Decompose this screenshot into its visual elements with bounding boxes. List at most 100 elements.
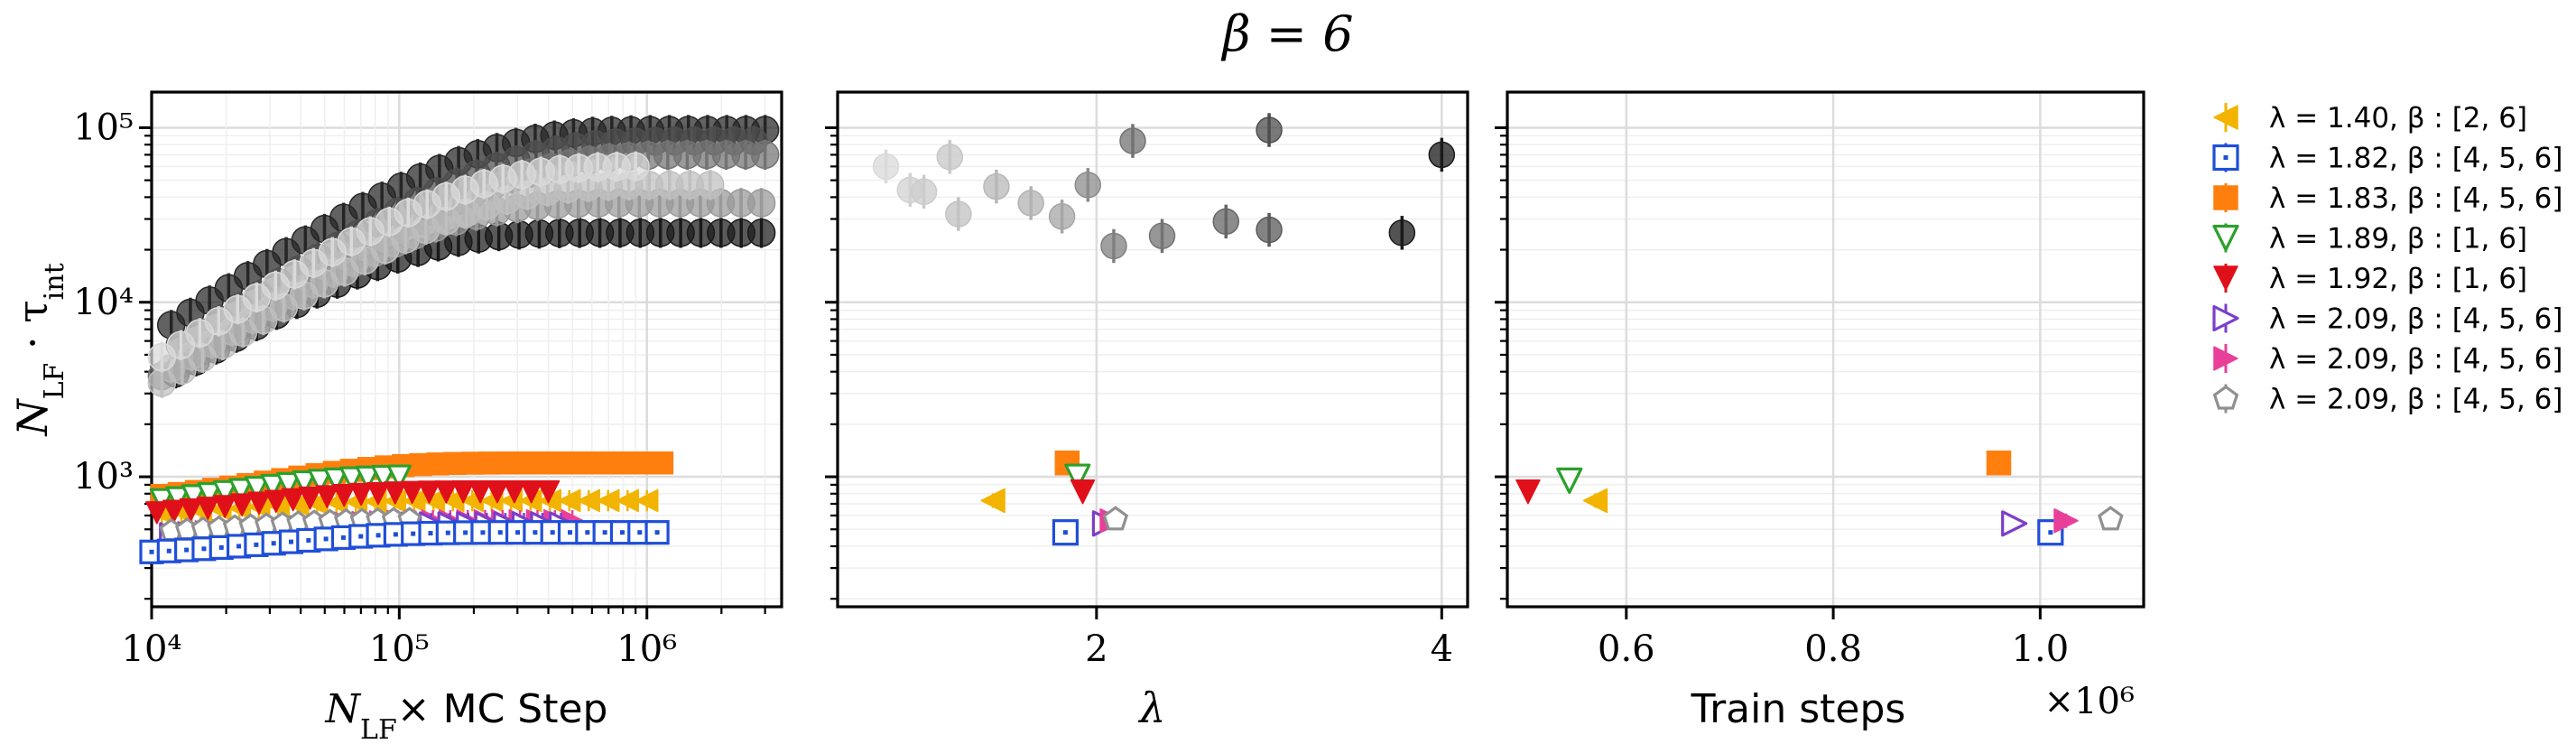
series-point [371,464,396,490]
series-point-center [323,536,329,542]
series-point-center [184,547,190,553]
series-point-center [166,548,171,553]
y-label-sub: LF [39,363,70,400]
legend-marker [2212,385,2239,410]
series-point-center [428,531,433,536]
legend-item: λ = 1.40, β : [2, 6] [2213,102,2527,135]
left-x-tick-label: 10⁵ [369,628,430,670]
legend: λ = 1.40, β : [2, 6] λ = 1.82, β : [4, 5,… [2212,102,2562,416]
y-label-main: N [8,398,57,437]
series-point [486,479,509,504]
series-point [292,470,317,496]
gray-point [1212,208,1240,236]
legend-marker [2213,265,2238,291]
y-label-mid: · τ [8,300,57,362]
middle-x-axis-label: λ [1137,684,1165,732]
series-point [650,451,674,475]
figure-title: β = 6 [1220,5,1353,62]
legend-item: λ = 2.09, β : [4, 5, 6] [2212,384,2562,416]
right-x-offset-label: ×10⁶ [2044,681,2135,722]
series-point [400,480,424,505]
gray-point [746,189,776,218]
gray-point [910,178,938,206]
series-point-center [637,530,643,535]
gray-point [1388,219,1416,246]
gray-point [872,153,900,181]
legend-label: λ = 2.09, β : [4, 5, 6] [2269,303,2562,336]
gray-point [1119,127,1146,154]
series-point [228,478,254,503]
series-point [162,499,186,524]
series-point-center [497,530,503,535]
left-y-tick-label: 10³ [73,456,134,498]
legend-marker [2213,105,2238,130]
series-point [355,465,380,490]
middle-axes-frame [836,90,1469,609]
series-point [276,471,301,498]
legend-label: λ = 1.40, β : [2, 6] [2269,102,2527,135]
series-point-center [445,530,450,535]
series-point [230,493,254,516]
right-x-axis-label: Train steps [1691,686,1906,732]
series-point-center [254,542,259,547]
series-point [179,498,203,522]
series-point [366,481,390,506]
series-point-center [411,531,416,536]
series-point [212,479,238,505]
gray-point [696,171,725,200]
series-point [1515,479,1541,505]
legend-item: λ = 2.09, β : [4, 5, 6] [2212,303,2562,336]
gray-point [746,219,776,247]
series-point [644,520,670,545]
right-x-tick-label: 0.6 [1598,628,1655,670]
series-point [1582,488,1608,514]
series-point [417,480,441,504]
series-point-center [340,535,346,540]
series-point [1102,506,1129,531]
series-point-center [201,546,207,552]
legend-marker [2213,346,2238,371]
series-point-center [550,530,555,535]
legend-marker-center [2223,155,2229,160]
series-point [332,483,357,507]
series-point [281,488,305,512]
series-point [503,479,526,504]
middle-x-tick-label: 4 [1431,628,1453,670]
series-point [197,482,222,507]
series-point-center [1062,530,1068,535]
series-point [145,501,169,525]
legend-item: λ = 1.82, β : [4, 5, 6] [2212,143,2562,175]
series-point [451,480,476,504]
series-point [315,485,339,508]
series-point [980,488,1005,514]
left-y-tick-label: 10⁴ [73,282,134,323]
series-point [519,479,543,504]
legend-label: λ = 1.82, β : [4, 5, 6] [2269,143,2562,175]
series-point-center [533,530,538,535]
gray-point [1017,190,1044,217]
series-point-center [480,530,486,535]
series-point [349,482,373,507]
series-point [308,469,333,494]
gray-point [1100,232,1127,260]
gray-point [936,144,964,171]
x-label-sub: LF [360,714,397,744]
series-point [339,466,365,491]
series-point [468,479,492,504]
gray-point [621,152,650,181]
middle-data [872,113,1456,546]
series-point [298,486,322,510]
gray-point [1428,141,1456,169]
series-point-center [306,537,311,543]
series-point-center [149,549,154,554]
series-point [181,484,207,509]
series-point [1070,479,1096,505]
series-point [536,479,561,504]
series-point-center [654,530,660,535]
legend-item: λ = 2.09, β : [4, 5, 6] [2213,343,2562,376]
series-point-center [568,530,573,535]
x-label-main: N [325,686,362,732]
series-point-center [2048,530,2053,535]
